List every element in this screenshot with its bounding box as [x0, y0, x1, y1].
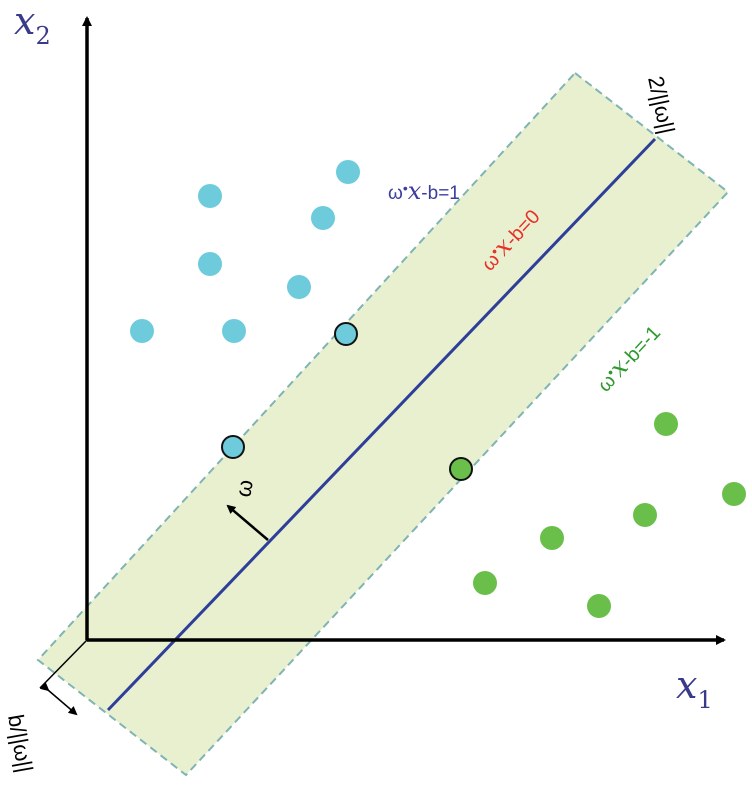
weight-vector-arrow — [226, 504, 269, 541]
upper-class-points — [130, 160, 360, 459]
lower-point — [540, 526, 564, 550]
lower-class-points — [449, 412, 746, 618]
lower-point — [473, 571, 497, 595]
lower-point — [587, 594, 611, 618]
upper-point — [198, 252, 222, 276]
offset-line — [39, 639, 88, 689]
hyperplane-line — [106, 137, 657, 712]
support-vector-upper — [334, 322, 358, 346]
upper-point — [198, 184, 222, 208]
lower-point — [633, 503, 657, 527]
margin-width-label: 2/||ω|| — [643, 74, 680, 136]
offset-arrow — [39, 682, 78, 716]
upper-margin-label: ω•x-b=1 — [388, 177, 460, 205]
offset-label: b/||ω|| — [3, 713, 38, 775]
upper-point — [311, 206, 335, 230]
x-axis-label: x1 — [676, 663, 713, 714]
support-vector-lower — [449, 457, 473, 481]
lower-point — [654, 412, 678, 436]
y-axis-label: x2 — [14, 0, 51, 50]
lower-point — [722, 482, 746, 506]
weight-vector-label: ω — [230, 478, 258, 499]
upper-point — [222, 319, 246, 343]
support-vector-upper — [221, 435, 245, 459]
upper-point — [130, 319, 154, 343]
upper-point — [336, 160, 360, 184]
lower-margin-label: ω•x-b=-1 — [590, 319, 666, 398]
upper-point — [287, 275, 311, 299]
